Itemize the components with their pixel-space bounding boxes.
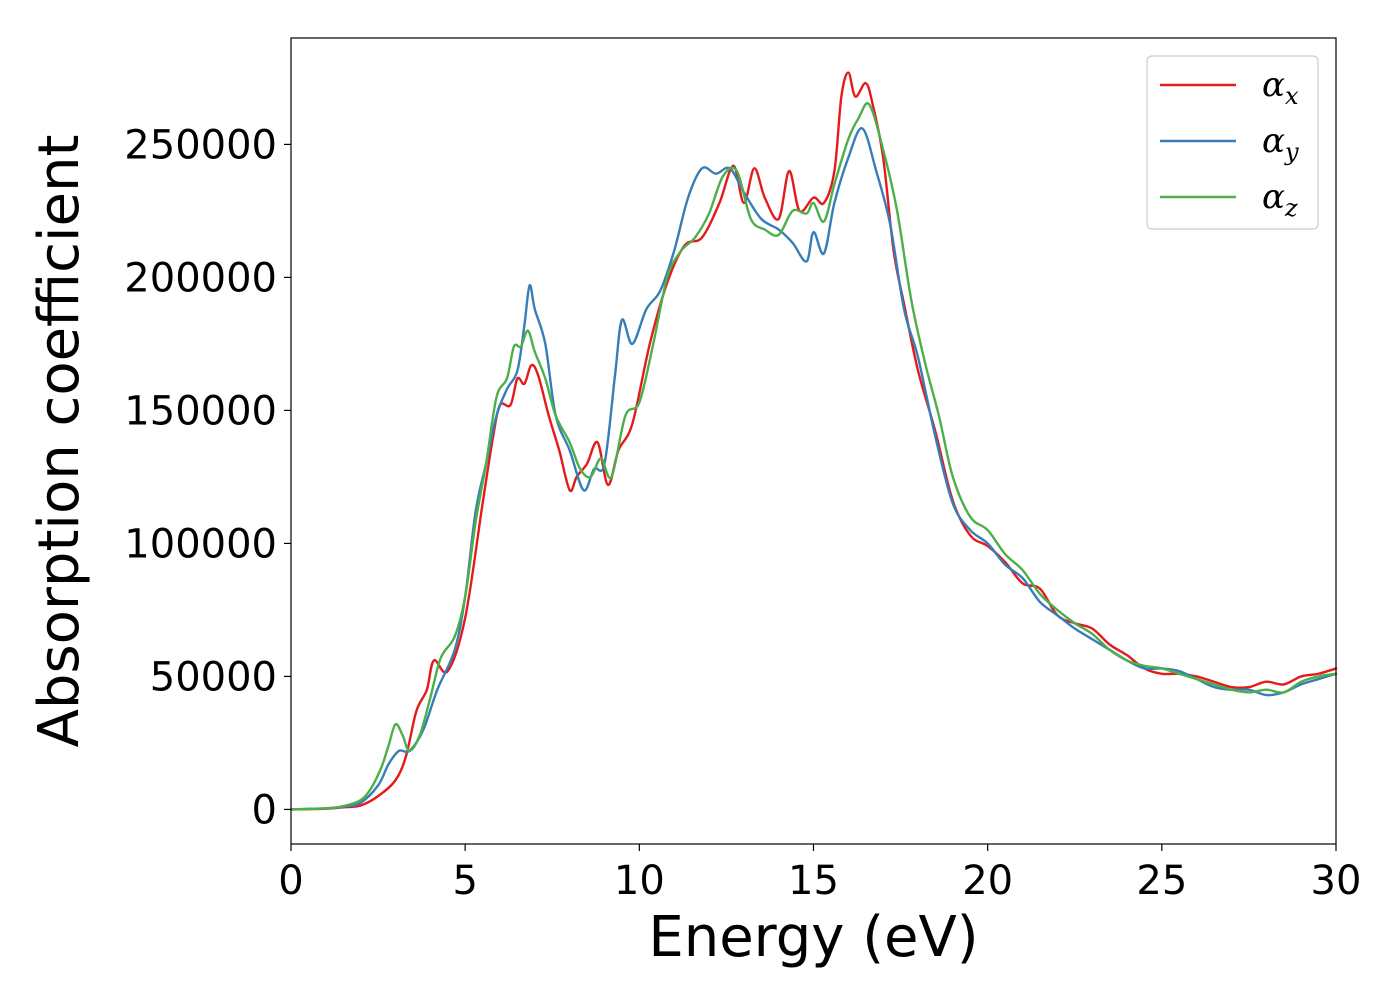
x-tick-label: 5 [452,858,477,904]
series-line-z [289,102,1338,811]
legend-label-y: αy [1262,121,1299,166]
y-axis-ticks: 0 50000 100000 150000 200000 250000 [124,122,291,833]
y-tick-label: 200000 [124,255,277,301]
series-line-x [289,71,1338,811]
y-tick-label: 150000 [124,388,277,434]
series-layer [289,71,1338,811]
y-tick-label: 250000 [124,122,277,168]
x-tick-label: 0 [278,858,303,904]
x-tick-label: 30 [1311,858,1362,904]
legend-symbol: α [1262,65,1285,105]
legend-symbol: α [1262,121,1285,161]
x-tick-label: 25 [1136,858,1187,904]
y-axis-label: Absorption coefficient [27,135,92,748]
x-axis-ticks: 0 5 10 15 20 25 30 [278,844,1361,904]
legend-label-x: αx [1262,65,1299,110]
legend-symbol: α [1262,177,1285,217]
legend-subscript: z [1284,194,1298,222]
y-tick-label: 50000 [150,654,277,700]
x-tick-label: 10 [614,858,665,904]
legend-subscript: y [1284,138,1299,166]
x-axis-label: Energy (eV) [648,905,978,970]
legend-subscript: x [1285,82,1299,110]
legend-frame [1146,55,1319,230]
x-tick-label: 15 [788,858,839,904]
legend-label-z: αz [1262,177,1298,222]
y-tick-label: 100000 [124,521,277,567]
y-tick-label: 0 [252,787,277,833]
x-tick-label: 20 [962,858,1013,904]
